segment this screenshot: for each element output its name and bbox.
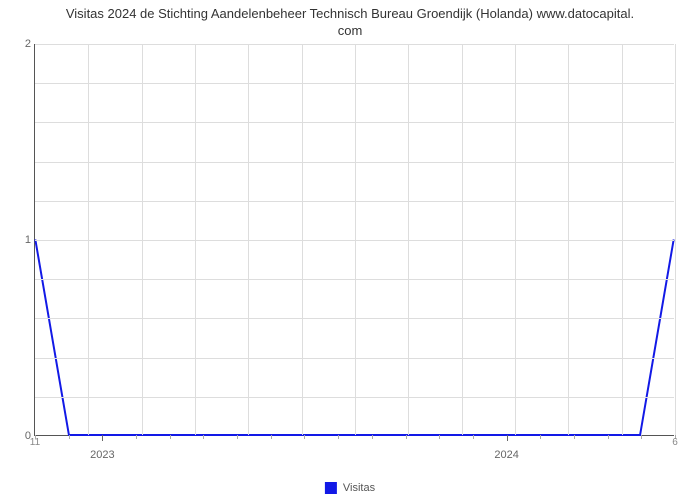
gridline-v [408,44,409,435]
gridline-v [248,44,249,435]
gridline-v [302,44,303,435]
legend-label: Visitas [343,482,375,494]
title-line-2: com [338,23,363,38]
x-tick-minor [540,435,541,439]
x-tick-minor [136,435,137,439]
gridline-v [568,44,569,435]
x-year-label: 2024 [494,449,518,461]
gridline-v [142,44,143,435]
title-line-1: Visitas 2024 de Stichting Aandelenbeheer… [66,6,634,21]
x-tick-major [102,435,103,441]
plot-region: 01211620232024 [34,44,674,436]
chart-area: 01211620232024 [34,44,674,436]
x-tick-minor [406,435,407,439]
gridline-v [355,44,356,435]
x-tick-minor [304,435,305,439]
x-month-first: 11 [30,437,40,448]
x-month-last: 6 [672,437,678,448]
x-tick-minor [608,435,609,439]
gridline-v [88,44,89,435]
x-tick-minor [170,435,171,439]
x-tick-minor [271,435,272,439]
x-tick-minor [203,435,204,439]
y-tick-label: 1 [15,234,31,246]
x-tick-minor [641,435,642,439]
legend: Visitas [325,482,375,494]
x-tick-minor [574,435,575,439]
y-tick-label: 2 [15,38,31,50]
x-tick-minor [473,435,474,439]
x-tick-minor [69,435,70,439]
y-tick-label: 0 [15,430,31,442]
chart-title: Visitas 2024 de Stichting Aandelenbeheer… [0,0,700,42]
gridline-v [195,44,196,435]
x-tick-minor [237,435,238,439]
x-tick-minor [372,435,373,439]
x-tick-major [507,435,508,441]
gridline-v [675,44,676,435]
gridline-v [622,44,623,435]
gridline-v [515,44,516,435]
x-tick-minor [439,435,440,439]
gridline-v [462,44,463,435]
legend-swatch [325,482,337,494]
x-year-label: 2023 [90,449,114,461]
x-tick-minor [338,435,339,439]
